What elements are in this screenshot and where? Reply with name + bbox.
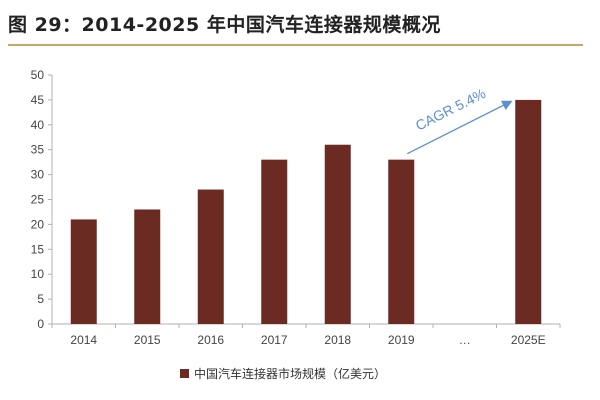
- bar: [261, 159, 288, 324]
- y-tick-label: 20: [31, 217, 45, 231]
- bar: [134, 209, 161, 324]
- y-tick-label: 40: [31, 118, 45, 132]
- bar: [324, 144, 351, 324]
- y-tick-label: 30: [31, 168, 45, 182]
- x-tick-label: 2016: [197, 333, 224, 347]
- legend-swatch: [180, 369, 189, 378]
- legend-label: 中国汽车连接器市场规模（亿美元）: [194, 367, 387, 381]
- y-tick-label: 10: [31, 267, 45, 281]
- title-divider: [8, 44, 583, 46]
- cagr-label: CAGR 5.4%: [413, 85, 488, 134]
- y-tick-label: 0: [37, 317, 44, 331]
- y-tick-label: 50: [31, 68, 45, 82]
- legend: 中国汽车连接器市场规模（亿美元）: [180, 365, 386, 382]
- y-tick-label: 25: [31, 193, 45, 207]
- x-tick-label: 2017: [261, 333, 288, 347]
- x-tick-label: 2014: [70, 333, 97, 347]
- x-tick-label: 2025E: [511, 333, 546, 347]
- x-tick-label: 2015: [134, 333, 161, 347]
- bar: [388, 159, 415, 324]
- y-tick-label: 15: [31, 242, 45, 256]
- x-tick-label: 2019: [388, 333, 415, 347]
- y-tick-label: 5: [37, 292, 44, 306]
- cagr-arrow: [406, 100, 513, 155]
- x-tick-label: 2018: [324, 333, 351, 347]
- chart-title: 图 29：2014-2025 年中国汽车连接器规模概况: [8, 14, 441, 36]
- x-tick-label: …: [459, 333, 471, 347]
- bar: [515, 99, 542, 325]
- y-tick-label: 45: [31, 93, 45, 107]
- bar: [197, 189, 224, 324]
- bar: [70, 219, 97, 324]
- y-tick-label: 35: [31, 143, 45, 157]
